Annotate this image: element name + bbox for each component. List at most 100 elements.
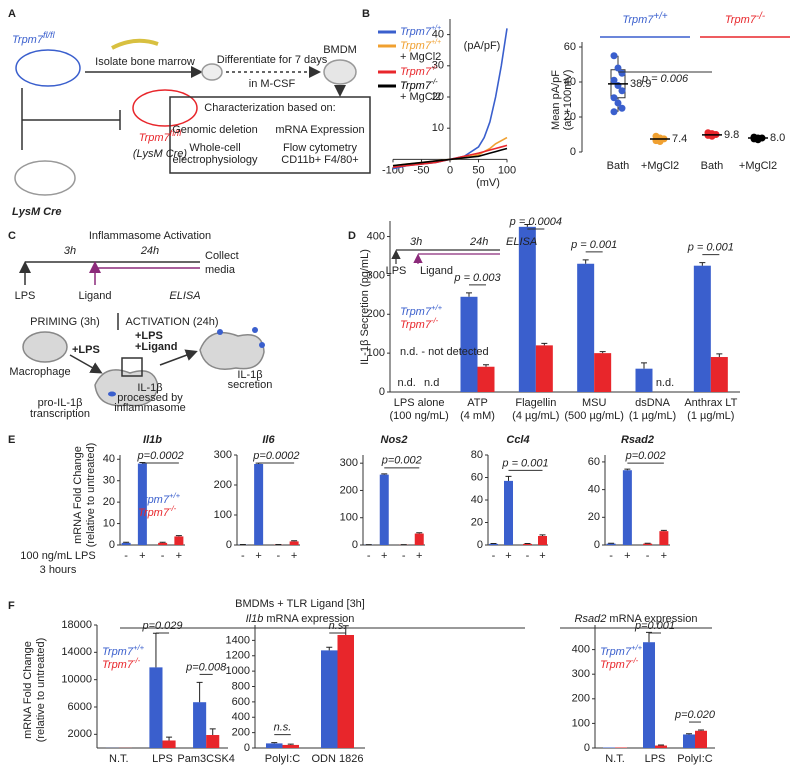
label: processed by: [117, 392, 183, 404]
error-bar: [599, 351, 606, 354]
genotype-sup: -/-: [631, 656, 639, 665]
x-tick-label: (1 µg/mL): [687, 410, 734, 422]
error-bar: [466, 292, 472, 297]
genotype-sup: +/+: [431, 25, 441, 32]
y-tick-label: 10: [103, 517, 115, 529]
label: LPS: [15, 290, 36, 302]
x-tick-label: Bath: [701, 160, 724, 172]
genotype-sup: +/+: [653, 11, 667, 22]
label: Flow cytometry: [283, 142, 357, 154]
chart-title: Ccl4: [506, 434, 529, 446]
genotype-base: Trpm7: [102, 646, 134, 658]
y-axis-label: mRNA Fold Change: [72, 446, 84, 544]
x-tick-label: +MgCl2: [739, 160, 777, 172]
x-tick-label: +: [416, 550, 422, 562]
label: ELISA: [169, 290, 200, 302]
genotype-label: Trpm7+/+: [102, 643, 145, 658]
y-tick-label: 0: [379, 386, 385, 398]
x-tick-label: +MgCl2: [641, 160, 679, 172]
x-tick-label: -: [609, 550, 613, 562]
y-tick-label: 60: [471, 471, 483, 483]
y-tick-label: 40: [103, 453, 115, 465]
genotype-sup: -/-: [169, 504, 177, 513]
error-bar: [483, 364, 489, 367]
error-bar: [159, 541, 166, 543]
secreting-cell: [199, 332, 265, 370]
gene-name: Il1b: [246, 613, 264, 625]
x-tick-label: dsDNA: [635, 397, 671, 409]
y-tick-label: 18000: [61, 619, 92, 631]
genotype-base: Trpm7: [400, 80, 432, 92]
y-tick-label: 0: [584, 742, 590, 754]
data-point: [614, 99, 622, 107]
bar: [162, 740, 176, 748]
x-tick-label: +: [624, 550, 630, 562]
x-tick-label: -: [492, 550, 496, 562]
error-bar: [381, 473, 388, 475]
data-point: [610, 108, 618, 116]
error-bar: [524, 223, 531, 227]
x-tick-label: 100: [498, 164, 516, 176]
bar: [594, 353, 612, 392]
data-point: [610, 76, 618, 84]
data-point: [618, 87, 626, 95]
genotype-label: Trpm7fl/fl: [139, 128, 183, 144]
bar: [149, 667, 163, 748]
p-value: p = 0.001: [501, 457, 548, 469]
genotype-label: Trpm7-/-: [600, 656, 639, 671]
y-tick-label: 300: [214, 449, 232, 461]
label: IL-1β: [237, 369, 262, 381]
label: 24h: [140, 245, 159, 257]
label: CD11b+ F4/80+: [281, 154, 358, 166]
x-tick-label: -: [402, 550, 406, 562]
y-tick-label: 300: [572, 668, 590, 680]
y-tick-label: 30: [432, 60, 444, 72]
label: media: [205, 264, 236, 276]
y-tick-label: 200: [340, 484, 358, 496]
label: Inflammasome Activation: [89, 230, 211, 242]
y-tick-label: 40: [432, 29, 444, 41]
y-tick-label: 100: [572, 717, 590, 729]
genotype-sup: -/-: [431, 65, 438, 72]
genotype-label: Trpm7-/-: [138, 504, 177, 519]
label: 3h: [410, 236, 422, 248]
genotype-base: Trpm7: [12, 34, 44, 46]
x-tick-label: -: [241, 550, 245, 562]
section-header: Rsad2 mRNA expression: [575, 613, 698, 625]
genotype-base: Trpm7: [400, 319, 432, 331]
note: n.d. - not detected: [400, 346, 489, 358]
x-tick-label: +: [176, 550, 182, 562]
genotype-label: Trpm7-/-: [725, 11, 766, 26]
label: 3h: [64, 245, 76, 257]
label: Characterization based on:: [204, 102, 335, 114]
y-tick-label: 100: [367, 347, 385, 359]
bar: [643, 543, 653, 545]
chart-title: Il6: [262, 434, 275, 446]
bar: [137, 463, 147, 545]
error-bar: [716, 353, 723, 358]
il1b-dot: [217, 329, 223, 335]
y-axis-label: (relative to untreated): [35, 638, 47, 743]
bar: [577, 263, 595, 392]
genotype-label: Trpm7+/+: [600, 643, 643, 658]
label: LPS: [386, 265, 407, 277]
data-point: [610, 94, 618, 102]
x-tick-label: +: [381, 550, 387, 562]
y-tick-label: 20: [471, 516, 483, 528]
genotype-sup: +/+: [631, 643, 643, 652]
error-bar: [660, 529, 667, 532]
p-value: p = 0.0004: [509, 216, 562, 228]
p-value: p=0.029: [141, 620, 182, 632]
p-value: p=0.0002: [252, 450, 299, 462]
x-tick-label: +: [291, 550, 297, 562]
mouse-flox: [15, 49, 81, 87]
bar: [414, 533, 424, 545]
y-tick-label: 6000: [68, 701, 92, 713]
genotype-base: Trpm7: [400, 66, 432, 78]
bar: [193, 702, 207, 748]
genotype-extra: + MgCl2: [400, 91, 441, 103]
error-bar: [291, 540, 298, 542]
mouse-ko: [132, 89, 198, 127]
data-point: [708, 132, 716, 140]
x-tick-label: PolyI:C: [265, 753, 301, 765]
